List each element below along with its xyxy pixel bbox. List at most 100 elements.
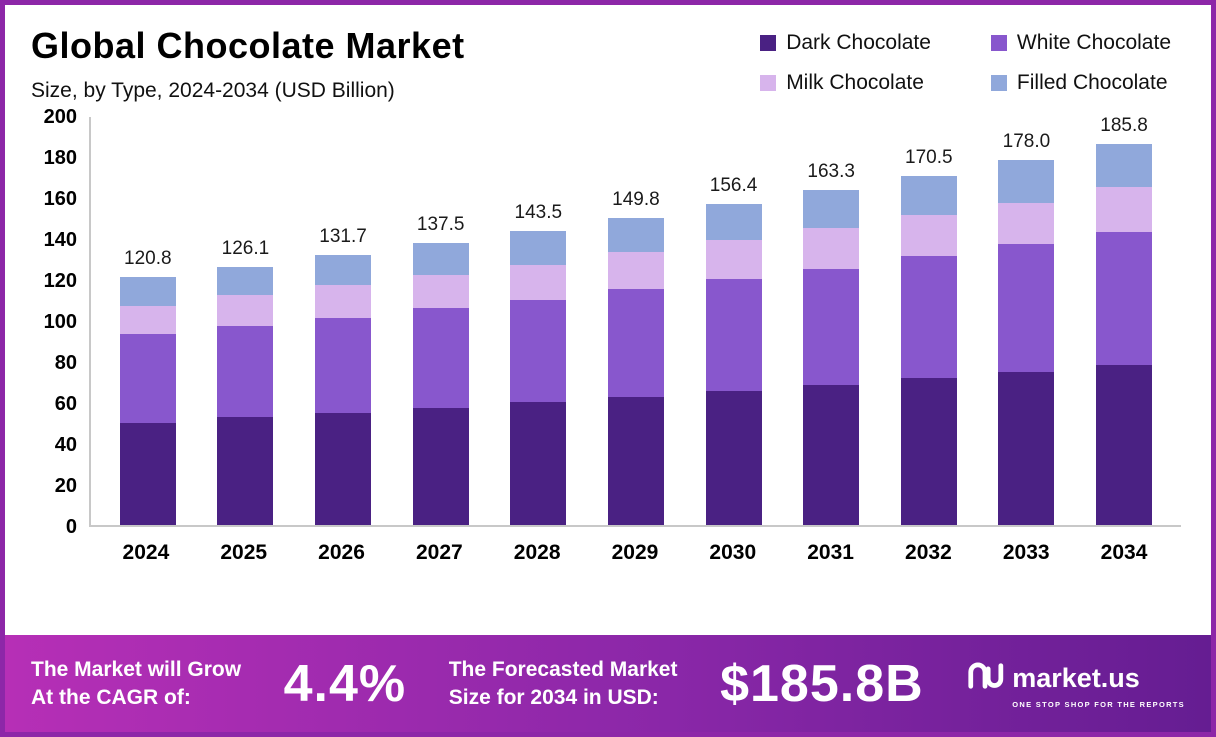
bar-segment-milk-chocolate bbox=[705, 240, 762, 280]
bar-total-label: 126.1 bbox=[221, 237, 270, 259]
bar-segment-dark-chocolate bbox=[705, 390, 762, 525]
bar-group: 120.8 bbox=[119, 248, 177, 525]
bar-stack bbox=[705, 204, 762, 525]
bar-total-label: 178.0 bbox=[1002, 131, 1051, 153]
forecast-value: $185.8B bbox=[720, 654, 924, 713]
bar-group: 170.5 bbox=[900, 147, 958, 525]
bar-group: 185.8 bbox=[1095, 115, 1153, 525]
bar-segment-dark-chocolate bbox=[803, 384, 860, 525]
chart-titles: Global Chocolate Market Size, by Type, 2… bbox=[31, 25, 465, 103]
cagr-label-line2: At the CAGR of: bbox=[31, 685, 191, 709]
bar-total-label: 185.8 bbox=[1100, 115, 1148, 137]
y-axis-label: 0 bbox=[65, 516, 77, 538]
bar-segment-filled-chocolate bbox=[510, 230, 567, 265]
bar-segment-dark-chocolate bbox=[412, 408, 469, 525]
y-axis: 0 20 40 60 80 100 120 140 160 180 200 bbox=[31, 106, 89, 538]
bar-group: 126.1 bbox=[216, 238, 274, 525]
cagr-label: The Market will Grow At the CAGR of: bbox=[31, 656, 241, 711]
stacked-bar-chart: 0 20 40 60 80 100 120 140 160 180 200 120.8 126.1 13… bbox=[31, 106, 1181, 565]
bar-segment-dark-chocolate bbox=[607, 396, 664, 525]
bar-segment-dark-chocolate bbox=[315, 413, 372, 525]
bar-group: 131.7 bbox=[314, 226, 372, 525]
marketus-logo-icon bbox=[966, 659, 1004, 698]
x-axis-label: 2034 bbox=[1100, 541, 1148, 564]
y-axis-label: 20 bbox=[54, 475, 77, 497]
y-axis-label: 40 bbox=[54, 434, 77, 456]
bar-segment-white-chocolate bbox=[412, 307, 469, 409]
bar-segment-dark-chocolate bbox=[1096, 365, 1153, 525]
bar-segment-filled-chocolate bbox=[900, 175, 957, 216]
bar-stack bbox=[607, 217, 664, 525]
legend-swatch bbox=[990, 75, 1007, 91]
bar-segment-filled-chocolate bbox=[1096, 144, 1153, 187]
legend-swatch bbox=[990, 35, 1007, 51]
y-axis-label: 180 bbox=[43, 147, 77, 169]
bar-segment-milk-chocolate bbox=[607, 252, 664, 290]
y-axis-label: 80 bbox=[54, 352, 77, 374]
bar-total-label: 156.4 bbox=[709, 175, 758, 197]
bar-segment-white-chocolate bbox=[1096, 231, 1153, 366]
bar-segment-filled-chocolate bbox=[803, 190, 860, 228]
brand-top: market.us bbox=[966, 659, 1140, 698]
bar-segment-dark-chocolate bbox=[510, 402, 567, 525]
x-axis-label: 2032 bbox=[905, 541, 952, 564]
bar-segment-dark-chocolate bbox=[998, 372, 1055, 525]
bar-total-label: 149.8 bbox=[612, 188, 660, 210]
bar-segment-milk-chocolate bbox=[315, 285, 372, 318]
bar-segment-filled-chocolate bbox=[607, 217, 664, 253]
legend-item: Filled Chocolate bbox=[990, 71, 1171, 95]
bar-group: 178.0 bbox=[997, 131, 1055, 525]
x-axis-label: 2028 bbox=[513, 541, 561, 564]
bar-total-label: 163.3 bbox=[807, 161, 855, 183]
bar-segment-filled-chocolate bbox=[412, 243, 469, 275]
x-axis-label: 2027 bbox=[415, 541, 463, 564]
plot-area: 120.8 126.1 131.7 137.5 143.5 149.8 156.4 163.3… bbox=[89, 115, 1181, 527]
chart-card: Global Chocolate Market Size, by Type, 2… bbox=[5, 5, 1211, 635]
y-axis-label: 120 bbox=[43, 270, 77, 292]
forecast-label-line1: The Forecasted Market bbox=[448, 658, 678, 682]
bar-stack bbox=[803, 190, 860, 525]
bar-segment-filled-chocolate bbox=[705, 204, 762, 241]
y-axis-label: 60 bbox=[54, 393, 77, 415]
forecast-label-line2: Size for 2034 in USD: bbox=[448, 685, 659, 709]
brand-name: market.us bbox=[1012, 662, 1140, 693]
bar-segment-white-chocolate bbox=[607, 289, 664, 397]
bar-segment-white-chocolate bbox=[998, 244, 1055, 373]
bar-segment-milk-chocolate bbox=[217, 295, 274, 327]
bar-segment-milk-chocolate bbox=[119, 305, 176, 335]
x-axis: 2024 2025 2026 2027 2028 2029 2030 2031 2032 2033… bbox=[89, 541, 1181, 565]
footer-banner: The Market will Grow At the CAGR of: 4.4… bbox=[5, 635, 1211, 732]
y-axis-label: 140 bbox=[43, 229, 77, 251]
forecast-label: The Forecasted Market Size for 2034 in U… bbox=[449, 656, 678, 711]
bar-segment-white-chocolate bbox=[803, 268, 860, 385]
bar-stack bbox=[998, 160, 1055, 525]
x-axis-label: 2031 bbox=[807, 541, 854, 564]
bar-group: 156.4 bbox=[705, 175, 763, 525]
legend-label: Milk Chocolate bbox=[786, 71, 924, 94]
chart-header: Global Chocolate Market Size, by Type, 2… bbox=[31, 25, 1181, 103]
y-axis-label: 160 bbox=[43, 188, 77, 210]
x-axis-label: 2025 bbox=[220, 541, 268, 564]
bar-segment-white-chocolate bbox=[217, 326, 274, 418]
bar-segment-filled-chocolate bbox=[217, 266, 274, 296]
bar-segment-white-chocolate bbox=[705, 279, 762, 391]
chart-subtitle: Size, by Type, 2024-2034 (USD Billion) bbox=[31, 79, 395, 102]
bar-total-label: 120.8 bbox=[124, 248, 172, 270]
legend-swatch bbox=[760, 35, 777, 51]
bar-segment-milk-chocolate bbox=[412, 274, 469, 308]
bar-total-label: 143.5 bbox=[514, 201, 563, 223]
bar-stack bbox=[119, 277, 176, 525]
cagr-value: 4.4% bbox=[283, 654, 407, 713]
chart-title: Global Chocolate Market bbox=[31, 25, 465, 66]
bar-segment-white-chocolate bbox=[510, 299, 567, 402]
bar-segment-filled-chocolate bbox=[119, 277, 176, 306]
bar-segment-white-chocolate bbox=[315, 317, 372, 414]
bar-segment-milk-chocolate bbox=[998, 203, 1055, 245]
bar-segment-filled-chocolate bbox=[315, 255, 372, 286]
legend-label: White Chocolate bbox=[1016, 31, 1171, 54]
bar-stack bbox=[217, 266, 274, 525]
y-axis-label: 200 bbox=[43, 106, 77, 128]
bar-segment-milk-chocolate bbox=[510, 264, 567, 300]
legend-label: Filled Chocolate bbox=[1016, 71, 1168, 94]
